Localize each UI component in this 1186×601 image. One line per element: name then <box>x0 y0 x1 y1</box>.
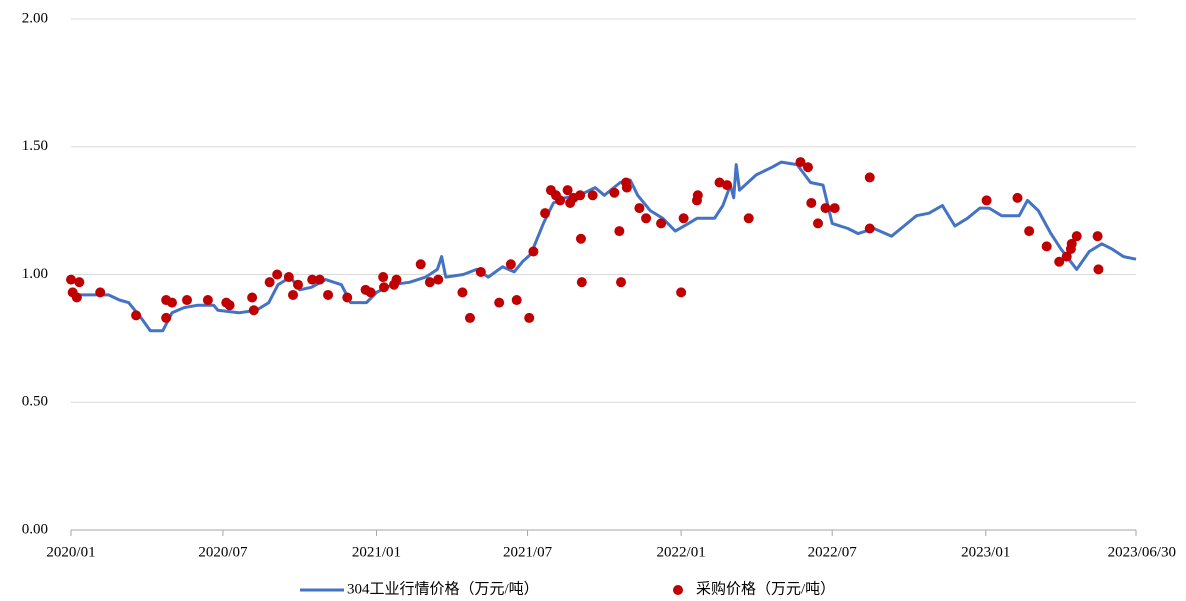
purchase-point <box>621 182 632 193</box>
purchase-point <box>264 277 275 288</box>
y-tick-label: 2.00 <box>22 10 48 26</box>
purchase-point <box>475 266 486 277</box>
purchase-point <box>95 287 106 298</box>
x-tick-label: 2021/07 <box>503 544 553 560</box>
purchase-point <box>795 157 806 168</box>
purchase-point <box>678 213 689 224</box>
purchase-point <box>864 223 875 234</box>
purchase-point <box>722 180 733 191</box>
purchase-point <box>166 297 177 308</box>
purchase-point <box>283 272 294 283</box>
purchase-point <box>224 300 235 311</box>
purchase-point <box>576 277 587 288</box>
purchase-point <box>714 177 725 188</box>
y-tick-label: 0.00 <box>22 521 48 537</box>
x-tick-label: 2022/07 <box>808 544 858 560</box>
legend-label: 采购价格（万元/吨） <box>696 580 835 597</box>
purchase-point <box>433 274 444 285</box>
purchase-point <box>540 208 551 219</box>
purchase-point <box>74 277 85 288</box>
x-tick-label: 2023/01 <box>961 544 1010 560</box>
purchase-point <box>609 187 620 198</box>
purchase-point <box>415 259 426 270</box>
purchase-point <box>323 289 334 300</box>
purchase-point <box>378 282 389 293</box>
purchase-point <box>247 292 258 303</box>
x-tick-label: 2021/01 <box>352 544 401 560</box>
purchase-point <box>524 312 535 323</box>
purchase-point <box>981 195 992 206</box>
purchase-point <box>293 279 304 290</box>
purchase-point <box>365 287 376 298</box>
purchase-point <box>1041 241 1052 252</box>
legend-swatch <box>673 585 683 595</box>
purchase-point <box>182 295 193 306</box>
purchase-point <box>288 289 299 300</box>
x-tick-label: 2020/01 <box>46 544 95 560</box>
purchase-point <box>1054 256 1065 267</box>
purchase-point <box>494 297 505 308</box>
purchase-point <box>314 274 325 285</box>
purchase-point <box>1061 251 1072 262</box>
purchase-point <box>562 185 573 196</box>
purchase-point <box>464 312 475 323</box>
y-tick-label: 1.50 <box>22 138 48 154</box>
purchase-point <box>806 197 817 208</box>
purchase-point <box>575 190 586 201</box>
purchase-point <box>820 203 831 214</box>
purchase-point <box>71 292 82 303</box>
purchase-point <box>1024 226 1035 237</box>
purchase-point <box>202 295 213 306</box>
purchase-point <box>656 218 667 229</box>
purchase-point <box>802 162 813 173</box>
purchase-point <box>424 277 435 288</box>
purchase-point <box>616 277 627 288</box>
purchase-point <box>1071 231 1082 242</box>
purchase-point <box>161 312 172 323</box>
x-tick-label: 2022/01 <box>657 544 706 560</box>
purchase-point <box>248 305 259 316</box>
purchase-point <box>528 246 539 257</box>
purchase-point <box>587 190 598 201</box>
purchase-point <box>676 287 687 298</box>
purchase-point <box>391 274 402 285</box>
purchase-point <box>614 226 625 237</box>
purchase-point <box>457 287 468 298</box>
y-tick-label: 1.00 <box>22 266 48 282</box>
purchase-point <box>66 274 76 285</box>
purchase-point <box>813 218 824 229</box>
purchase-point <box>307 274 318 285</box>
purchase-point <box>272 269 283 280</box>
purchase-point <box>575 233 586 244</box>
purchase-point <box>692 190 703 201</box>
x-tick-label: 2020/07 <box>198 544 248 560</box>
purchase-point <box>864 172 875 183</box>
purchase-point <box>342 292 353 303</box>
y-tick-label: 0.50 <box>22 394 48 410</box>
purchase-point <box>1093 264 1104 275</box>
purchase-point <box>1012 192 1023 203</box>
purchase-point <box>555 195 566 206</box>
purchase-point <box>131 310 142 321</box>
purchase-point <box>1066 238 1077 249</box>
purchase-point <box>505 259 516 270</box>
purchase-point <box>1092 231 1103 242</box>
purchase-point <box>829 203 840 214</box>
purchase-point <box>511 295 522 306</box>
legend-label: 304工业行情价格（万元/吨） <box>347 580 539 597</box>
purchase-point <box>641 213 652 224</box>
purchase-point <box>743 213 754 224</box>
x-tick-label: 2023/06/30 <box>1108 544 1176 560</box>
purchase-point <box>378 272 389 283</box>
purchase-point <box>634 203 645 214</box>
